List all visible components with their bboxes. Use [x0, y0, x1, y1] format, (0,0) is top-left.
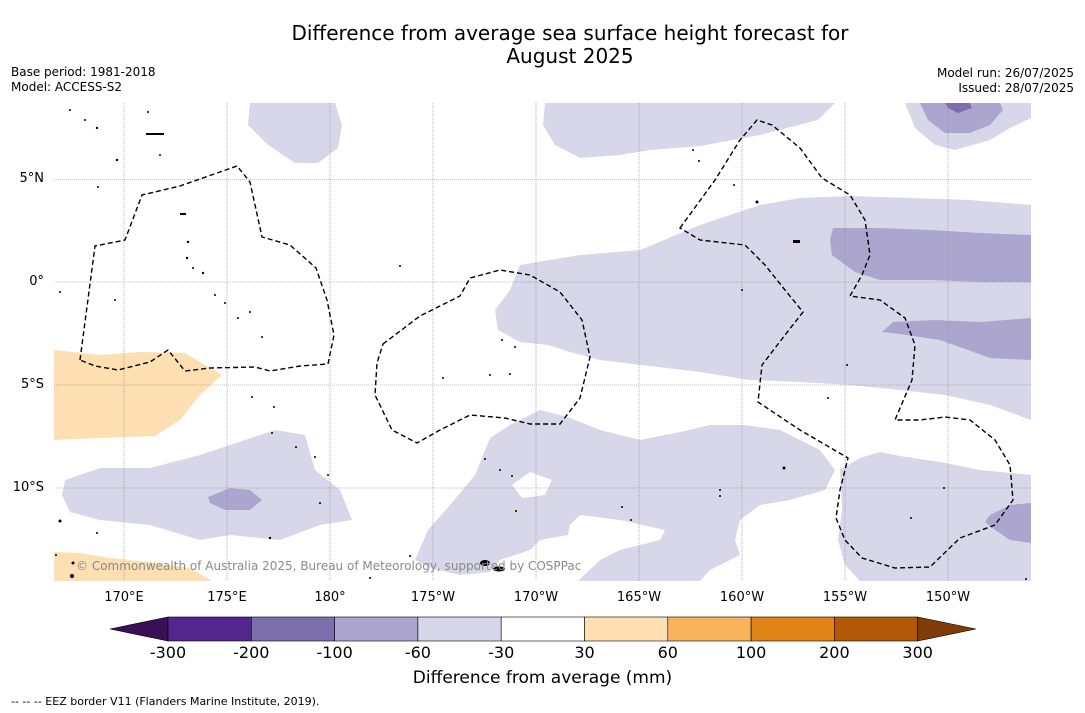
- colorbar-bin-9: [834, 616, 919, 642]
- colorbar-bin-3: [334, 616, 419, 642]
- colorbar-title: Difference from average (mm): [412, 668, 673, 688]
- eez-line-islands: [678, 119, 1014, 569]
- anomaly-neg-medium: [208, 103, 1031, 543]
- colorbar-bin-6: [584, 616, 669, 642]
- lon-label-170w: 170°W: [513, 590, 559, 605]
- anomaly-neutral-holes: [512, 472, 552, 498]
- anomaly-pos-light: [54, 350, 222, 581]
- lon-label-165w: 165°W: [616, 590, 662, 605]
- colorbar-bin-8: [750, 616, 835, 642]
- colorbar-extend-high: [917, 616, 977, 642]
- colorbar-bin-7: [667, 616, 752, 642]
- colorbar-tick-8: 200: [819, 643, 850, 662]
- colorbar-bin-1: [167, 616, 252, 642]
- lon-label-175w: 175°W: [410, 590, 456, 605]
- lat-label-equator: 0°: [29, 274, 44, 289]
- title-line-2: August 2025: [506, 44, 634, 68]
- colorbar-tick-4: -30: [488, 643, 515, 662]
- lat-label-5n: 5°N: [19, 171, 45, 186]
- colorbar-bin-4: [417, 616, 502, 642]
- meta-right: Model run: 26/07/2025 Issued: 28/07/2025: [937, 66, 1074, 96]
- meta-left: Base period: 1981-2018 Model: ACCESS-S2: [11, 65, 156, 95]
- colorbar-tick-0: -300: [149, 643, 187, 662]
- copyright-notice: © Commonwealth of Australia 2025, Bureau…: [76, 559, 582, 573]
- colorbar-tick-7: 100: [735, 643, 767, 662]
- lon-label-180: 180°: [314, 590, 346, 605]
- colorbar-tick-1: -200: [233, 643, 270, 662]
- model-name: Model: ACCESS-S2: [11, 80, 123, 94]
- colorbar-tick-6: 60: [657, 643, 678, 662]
- eez-footnote: -- -- -- EEZ border V11 (Flanders Marine…: [11, 695, 320, 708]
- base-period: Base period: 1981-2018: [11, 65, 156, 79]
- model-run: Model run: 26/07/2025: [936, 66, 1074, 80]
- islands: [55, 109, 1027, 580]
- title-line-1: Difference from average sea surface heig…: [291, 21, 849, 45]
- colorbar-tick-9: 300: [902, 643, 933, 662]
- eez-borders: [79, 119, 1014, 569]
- lon-label-170e: 170°E: [104, 590, 144, 605]
- issued-date: Issued: 28/07/2025: [958, 81, 1074, 95]
- anomaly-neg-strong: [945, 103, 972, 113]
- map-fields: [54, 103, 1031, 581]
- colorbar-bin-5: [500, 616, 585, 642]
- colorbar-tick-2: -100: [316, 643, 353, 662]
- lon-label-160w: 160°W: [719, 590, 765, 605]
- map-title: Difference from average sea surface heig…: [0, 22, 1085, 68]
- colorbar-tick-5: 30: [574, 643, 595, 662]
- eez-tuvalu-tokelau: [374, 269, 591, 444]
- lat-label-5s: 5°S: [20, 377, 44, 392]
- eez-kiribati-gilbert: [79, 165, 335, 372]
- lon-label-155w: 155°W: [822, 590, 868, 605]
- lon-label-175e: 175°E: [207, 590, 247, 605]
- lat-label-10s: 10°S: [12, 480, 44, 495]
- lon-label-150w: 150°W: [925, 590, 971, 605]
- colorbar-bin-2: [251, 616, 335, 642]
- colorbar-extend-low: [109, 616, 169, 642]
- colorbar-tick-3: -60: [404, 643, 431, 662]
